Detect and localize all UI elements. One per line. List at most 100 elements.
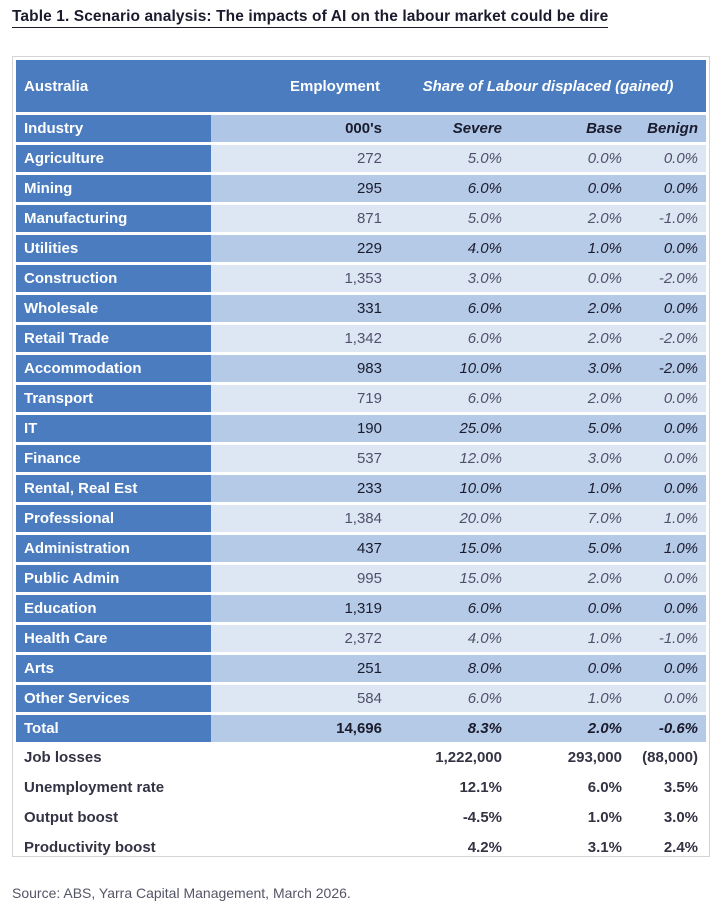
benign-cell: -2.0% bbox=[630, 262, 707, 294]
base-cell: 0.0% bbox=[510, 142, 630, 174]
table-row: Retail Trade 1,342 6.0% 2.0% -2.0% bbox=[16, 322, 707, 354]
base-cell: 0.0% bbox=[510, 262, 630, 294]
table-title: Table 1. Scenario analysis: The impacts … bbox=[12, 8, 609, 28]
employment-cell: 251 bbox=[211, 652, 390, 684]
table-row: Manufacturing 871 5.0% 2.0% -1.0% bbox=[16, 202, 707, 234]
base-cell: 2.0% bbox=[510, 322, 630, 354]
table-row: Wholesale 331 6.0% 2.0% 0.0% bbox=[16, 292, 707, 324]
severe-cell: 6.0% bbox=[390, 592, 510, 624]
base-cell: 7.0% bbox=[510, 502, 630, 534]
employment-cell: 229 bbox=[211, 232, 390, 264]
summary-severe: -4.5% bbox=[462, 808, 502, 826]
table-row: Mining 295 6.0% 0.0% 0.0% bbox=[16, 172, 707, 204]
total-benign: -0.6% bbox=[630, 712, 707, 742]
severe-cell: 5.0% bbox=[390, 202, 510, 234]
base-cell: 1.0% bbox=[510, 682, 630, 714]
benign-cell: 1.0% bbox=[630, 532, 707, 564]
base-cell: 0.0% bbox=[510, 592, 630, 624]
employment-cell: 1,353 bbox=[211, 262, 390, 294]
table-row: Public Admin 995 15.0% 2.0% 0.0% bbox=[16, 562, 707, 594]
benign-cell: -2.0% bbox=[630, 352, 707, 384]
summary-base: 3.1% bbox=[587, 838, 622, 856]
table-row: Agriculture 272 5.0% 0.0% 0.0% bbox=[16, 142, 707, 174]
base-cell: 2.0% bbox=[510, 202, 630, 234]
benign-cell: 1.0% bbox=[630, 502, 707, 534]
severe-cell: 6.0% bbox=[390, 682, 510, 714]
employment-cell: 272 bbox=[211, 142, 390, 174]
industry-cell: IT bbox=[16, 412, 211, 444]
severe-cell: 3.0% bbox=[390, 262, 510, 294]
employment-cell: 233 bbox=[211, 472, 390, 504]
employment-cell: 331 bbox=[211, 292, 390, 324]
severe-cell: 10.0% bbox=[390, 352, 510, 384]
industry-cell: Arts bbox=[16, 652, 211, 684]
base-cell: 5.0% bbox=[510, 532, 630, 564]
summary-severe: 1,222,000 bbox=[435, 748, 502, 766]
base-column-header: Base bbox=[510, 112, 630, 144]
summary-row: Output boost -4.5% 1.0% 3.0% bbox=[16, 802, 706, 832]
severe-cell: 6.0% bbox=[390, 292, 510, 324]
column-header-row: Industry 000's Severe Base Benign bbox=[16, 112, 707, 144]
summary-benign: 3.5% bbox=[663, 778, 699, 796]
industry-cell: Health Care bbox=[16, 622, 211, 654]
severe-cell: 15.0% bbox=[390, 532, 510, 564]
industry-cell: Construction bbox=[16, 262, 211, 294]
industry-cell: Accommodation bbox=[16, 352, 211, 384]
share-header: Share of Labour displaced (gained) bbox=[390, 60, 707, 114]
summary-row: Job losses 1,222,000 293,000 (88,000) bbox=[16, 742, 706, 772]
severe-cell: 25.0% bbox=[390, 412, 510, 444]
benign-cell: 0.0% bbox=[630, 682, 707, 714]
thousands-column-header: 000's bbox=[211, 112, 390, 144]
severe-cell: 10.0% bbox=[390, 472, 510, 504]
benign-cell: 0.0% bbox=[630, 472, 707, 504]
industry-cell: Retail Trade bbox=[16, 322, 211, 354]
table-row: Administration 437 15.0% 5.0% 1.0% bbox=[16, 532, 707, 564]
industry-cell: Manufacturing bbox=[16, 202, 211, 234]
summary-label: Unemployment rate bbox=[24, 778, 165, 796]
summary-benign: (88,000) bbox=[642, 748, 699, 766]
benign-cell: -2.0% bbox=[630, 322, 707, 354]
employment-cell: 983 bbox=[211, 352, 390, 384]
industry-cell: Finance bbox=[16, 442, 211, 474]
base-cell: 0.0% bbox=[510, 172, 630, 204]
industry-cell: Other Services bbox=[16, 682, 211, 714]
table-row: Education 1,319 6.0% 0.0% 0.0% bbox=[16, 592, 707, 624]
severe-cell: 20.0% bbox=[390, 502, 510, 534]
employment-header: Employment bbox=[211, 60, 390, 114]
base-cell: 2.0% bbox=[510, 382, 630, 414]
severe-cell: 4.0% bbox=[390, 622, 510, 654]
base-cell: 1.0% bbox=[510, 472, 630, 504]
base-cell: 3.0% bbox=[510, 442, 630, 474]
summary-benign: 2.4% bbox=[663, 838, 699, 856]
benign-cell: 0.0% bbox=[630, 172, 707, 204]
severe-cell: 5.0% bbox=[390, 142, 510, 174]
benign-cell: -1.0% bbox=[630, 202, 707, 234]
industry-cell: Rental, Real Est bbox=[16, 472, 211, 504]
employment-cell: 537 bbox=[211, 442, 390, 474]
employment-cell: 190 bbox=[211, 412, 390, 444]
base-cell: 5.0% bbox=[510, 412, 630, 444]
industry-cell: Education bbox=[16, 592, 211, 624]
employment-cell: 1,319 bbox=[211, 592, 390, 624]
industry-cell: Agriculture bbox=[16, 142, 211, 174]
industry-cell: Transport bbox=[16, 382, 211, 414]
header-row: Australia Employment Share of Labour dis… bbox=[16, 60, 707, 114]
severe-cell: 8.0% bbox=[390, 652, 510, 684]
table-row: Health Care 2,372 4.0% 1.0% -1.0% bbox=[16, 622, 707, 654]
employment-cell: 995 bbox=[211, 562, 390, 594]
total-severe: 8.3% bbox=[390, 712, 510, 742]
table-frame bbox=[12, 56, 710, 857]
total-base: 2.0% bbox=[510, 712, 630, 742]
severe-column-header: Severe bbox=[390, 112, 510, 144]
benign-cell: 0.0% bbox=[630, 142, 707, 174]
base-cell: 1.0% bbox=[510, 232, 630, 264]
benign-cell: 0.0% bbox=[630, 652, 707, 684]
summary-label: Productivity boost bbox=[24, 838, 156, 856]
employment-cell: 295 bbox=[211, 172, 390, 204]
employment-cell: 1,342 bbox=[211, 322, 390, 354]
table-row: Transport 719 6.0% 2.0% 0.0% bbox=[16, 382, 707, 414]
table-row: Accommodation 983 10.0% 3.0% -2.0% bbox=[16, 352, 707, 384]
industry-cell: Mining bbox=[16, 172, 211, 204]
employment-cell: 2,372 bbox=[211, 622, 390, 654]
table-row: Arts 251 8.0% 0.0% 0.0% bbox=[16, 652, 707, 684]
